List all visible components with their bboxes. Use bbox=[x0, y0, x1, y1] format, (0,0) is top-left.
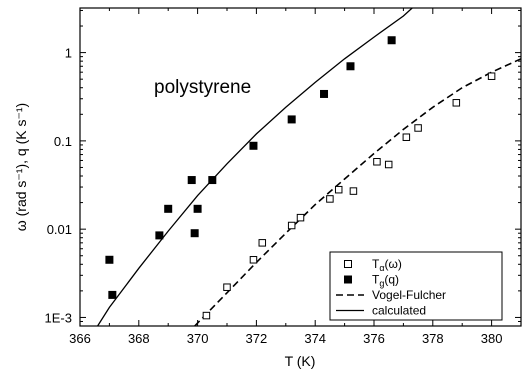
tg-point bbox=[387, 36, 396, 45]
y-tick-label: 0.1 bbox=[54, 134, 72, 149]
x-tick-label: 380 bbox=[481, 331, 503, 346]
tick-labels: 366 368 370 372 374 376 378 380 1E-3 0.01 0.1 1 bbox=[45, 46, 503, 346]
talpha-point bbox=[487, 72, 496, 80]
legend: Tα(ω)Tg(q)Vogel-Fulcher calculated bbox=[329, 251, 503, 321]
x-tick-label: 368 bbox=[128, 331, 150, 346]
legend-marker bbox=[344, 275, 352, 284]
tg-point bbox=[187, 176, 196, 185]
talpha-point bbox=[414, 124, 422, 132]
polymer-annotation: polystyrene bbox=[154, 77, 251, 98]
x-axis-label: T (K) bbox=[285, 353, 316, 369]
talpha-point bbox=[249, 256, 258, 264]
talpha-point bbox=[223, 283, 231, 291]
talpha-point bbox=[452, 99, 461, 107]
y-tick-label: 0.01 bbox=[47, 222, 72, 237]
talpha-point bbox=[349, 187, 358, 195]
talpha-point bbox=[326, 195, 334, 203]
curves bbox=[97, 8, 521, 326]
tg-point bbox=[320, 89, 329, 98]
tg-point bbox=[208, 176, 217, 185]
tg-point bbox=[105, 255, 114, 264]
tg-point bbox=[346, 62, 355, 71]
plot-frame bbox=[79, 7, 522, 327]
talpha-point bbox=[373, 158, 381, 166]
talpha-point bbox=[402, 133, 411, 141]
tg-point bbox=[108, 290, 117, 299]
vogel-fulcher-curve bbox=[194, 58, 521, 326]
x-tick-label: 378 bbox=[422, 331, 444, 346]
calculated-curve bbox=[97, 8, 413, 326]
y-tick-label: 1E-3 bbox=[45, 310, 72, 325]
legend-label: Tα(ω) bbox=[372, 257, 402, 273]
talpha-point bbox=[384, 160, 393, 169]
tg-point bbox=[287, 115, 296, 124]
y-axis-label: ω (rad s⁻¹), q (K s⁻¹) bbox=[13, 103, 29, 231]
x-tick-label: 366 bbox=[69, 331, 91, 346]
talpha-point bbox=[334, 185, 343, 194]
legend-box bbox=[329, 251, 503, 321]
talpha-point bbox=[258, 239, 267, 247]
talpha-point bbox=[296, 213, 305, 222]
legend-label: Tg(q) bbox=[372, 273, 399, 289]
legend-label: Vogel-Fulcher bbox=[372, 288, 446, 302]
x-tick-label: 376 bbox=[363, 331, 385, 346]
tg-point bbox=[249, 141, 258, 150]
talpha-point bbox=[287, 221, 296, 230]
tg-point bbox=[155, 231, 164, 240]
data-markers bbox=[105, 36, 496, 320]
tg-point bbox=[190, 229, 199, 238]
y-tick-label: 1 bbox=[65, 46, 72, 61]
x-tick-label: 370 bbox=[187, 331, 209, 346]
legend-marker bbox=[344, 260, 352, 268]
x-tick-label: 374 bbox=[304, 331, 326, 346]
tg-point bbox=[164, 204, 173, 213]
tg-point bbox=[193, 204, 202, 213]
x-tick-label: 372 bbox=[246, 331, 268, 346]
talpha-point bbox=[202, 311, 211, 320]
legend-label: calculated bbox=[372, 304, 426, 318]
